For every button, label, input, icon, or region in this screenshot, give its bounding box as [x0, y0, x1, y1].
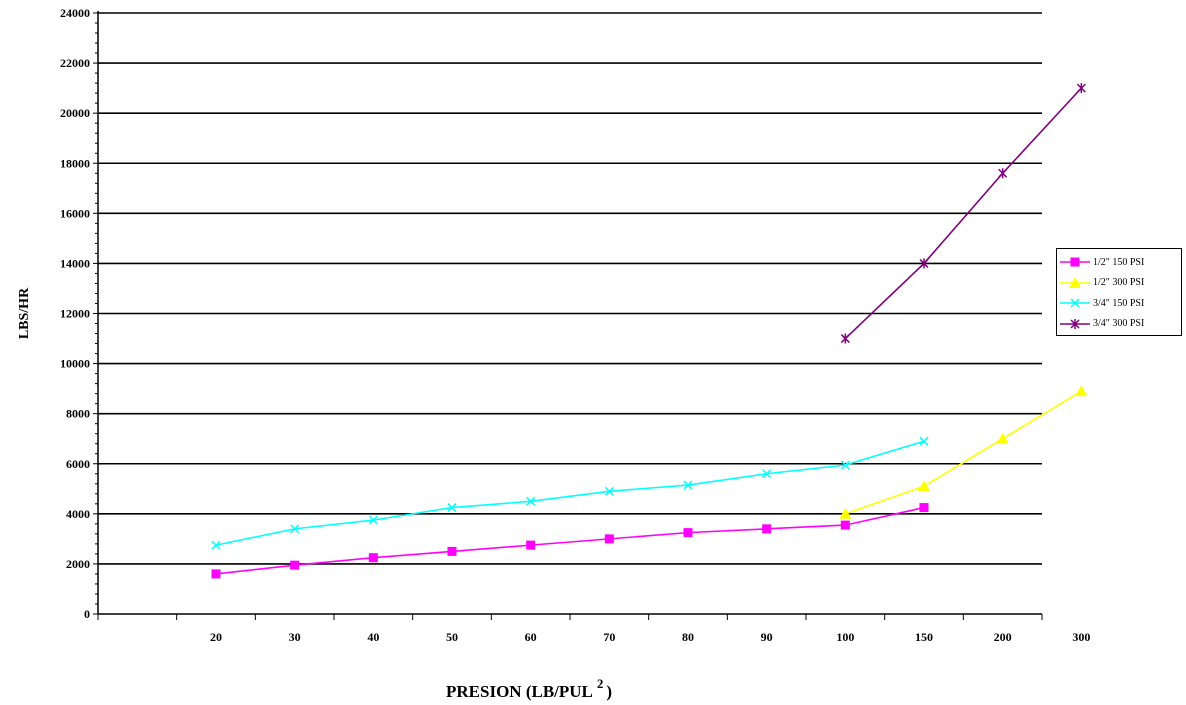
x-tick-label: 100 — [836, 630, 854, 644]
data-point — [840, 460, 850, 470]
data-point — [604, 534, 614, 544]
legend-item: 1/2" 150 PSI — [1060, 252, 1181, 273]
y-tick-label: 16000 — [60, 206, 90, 220]
data-point — [683, 528, 693, 538]
x-axis-label-main: PRESION (LB/PUL — [446, 682, 593, 701]
x-tick-label: 40 — [367, 630, 379, 644]
series-line — [215, 506, 925, 575]
gridlines — [98, 12, 1042, 565]
x-axis-label-superscript: 2 — [597, 676, 604, 691]
data-point — [919, 503, 929, 513]
y-tick-label: 4000 — [66, 507, 90, 521]
x-axis-label-close: ) — [606, 682, 612, 701]
legend: 1/2" 150 PSI 1/2" 300 PSI 3/4" 150 PSI 3/4"… — [1056, 248, 1182, 336]
series-3 — [211, 436, 929, 550]
data-point — [368, 515, 378, 525]
legend-marker — [1069, 277, 1081, 288]
data-point — [919, 436, 929, 446]
data-point — [1075, 385, 1088, 397]
data-point — [998, 168, 1008, 179]
data-point — [683, 480, 693, 490]
data-point — [447, 546, 457, 556]
x-tick-label: 200 — [994, 630, 1012, 644]
data-point — [290, 560, 300, 570]
data-point — [996, 432, 1009, 444]
x-tick-label: 150 — [915, 630, 933, 644]
data-point — [526, 540, 536, 550]
data-point — [1076, 83, 1086, 94]
x-tick-label: 50 — [446, 630, 458, 644]
y-tick-label: 8000 — [66, 407, 90, 421]
data-point — [840, 333, 850, 344]
legend-swatch — [1060, 257, 1090, 267]
x-tick-label: 20 — [210, 630, 222, 644]
y-tick-label: 22000 — [60, 56, 90, 70]
data-point — [290, 524, 300, 534]
legend-label: 1/2" 300 PSI — [1093, 277, 1145, 289]
x-tick-label: 90 — [761, 630, 773, 644]
x-tick-label: 30 — [289, 630, 301, 644]
data-point — [447, 503, 457, 513]
y-tick-label: 24000 — [60, 6, 90, 20]
x-tick-label: 80 — [682, 630, 694, 644]
legend-label: 3/4" 300 PSI — [1093, 318, 1145, 330]
y-tick-label: 0 — [84, 607, 90, 621]
data-point — [919, 258, 929, 269]
legend-item: 3/4" 150 PSI — [1060, 293, 1181, 314]
y-tick-label: 6000 — [66, 457, 90, 471]
data-point — [211, 569, 221, 579]
legend-marker — [1070, 318, 1080, 329]
series-2 — [839, 385, 1088, 519]
legend-swatch — [1060, 277, 1090, 288]
y-axis-ticks: 0 2000 4000 6000 8000 10000 12000 14000 16000 180… — [60, 6, 98, 621]
series-1 — [211, 503, 929, 579]
data-point — [368, 553, 378, 563]
series-lines — [211, 83, 1088, 579]
data-point — [211, 540, 221, 550]
data-point — [762, 524, 772, 534]
y-tick-label: 18000 — [60, 156, 90, 170]
series-4 — [840, 83, 1086, 344]
y-axis-label: LBS/HR — [17, 287, 32, 339]
data-point — [604, 486, 614, 496]
legend-item: 1/2" 300 PSI — [1060, 273, 1181, 294]
y-tick-label: 20000 — [60, 106, 90, 120]
axes — [97, 11, 1042, 615]
data-point — [840, 520, 850, 530]
data-point — [526, 496, 536, 506]
data-point — [839, 507, 852, 519]
y-tick-label: 12000 — [60, 307, 90, 321]
series-line — [844, 87, 1082, 340]
data-point — [762, 469, 772, 479]
y-tick-label: 14000 — [60, 256, 90, 270]
y-tick-label: 10000 — [60, 357, 90, 371]
data-point — [918, 480, 930, 492]
series-line — [215, 440, 925, 546]
x-axis-ticks: 20 30 40 50 60 70 80 90 100 150 200 300 — [97, 614, 1090, 644]
x-tick-label: 70 — [603, 630, 615, 644]
legend-label: 1/2" 150 PSI — [1093, 256, 1145, 268]
legend-marker — [1070, 257, 1080, 267]
legend-swatch — [1060, 318, 1090, 329]
legend-label: 3/4" 150 PSI — [1093, 297, 1145, 309]
y-tick-label: 2000 — [66, 557, 90, 571]
series-line — [845, 390, 1082, 515]
legend-item: 3/4" 300 PSI — [1060, 314, 1181, 335]
legend-marker — [1070, 298, 1080, 308]
x-tick-label: 60 — [525, 630, 537, 644]
x-tick-label: 300 — [1072, 630, 1090, 644]
legend-swatch — [1060, 298, 1090, 308]
x-axis-label: PRESION (LB/PUL 2) — [446, 676, 612, 701]
